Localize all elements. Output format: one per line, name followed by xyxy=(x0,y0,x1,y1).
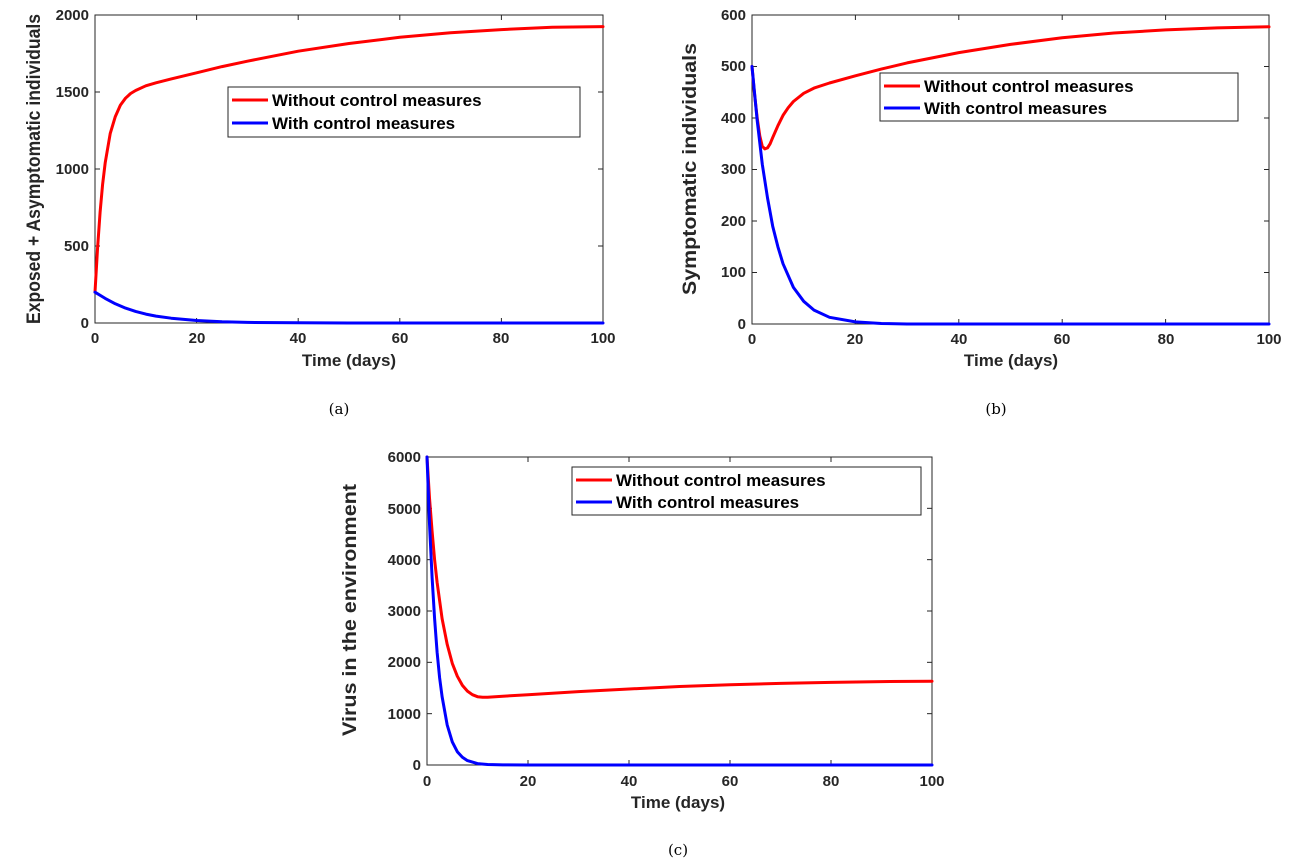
legend-label-without-control: Without control measures xyxy=(924,77,1134,96)
series-lines xyxy=(425,455,934,767)
x-tick-label: 20 xyxy=(847,331,864,348)
series-line-without-control xyxy=(425,455,934,699)
x-tick-label: 60 xyxy=(722,773,739,790)
series-line-with-control xyxy=(425,455,934,767)
panel-a: 0 500 1000 1500 2000 0 20 40 60 80 100 T… xyxy=(24,7,616,418)
series-lines xyxy=(750,25,1271,326)
legend: Without control measures With control me… xyxy=(879,72,1239,122)
y-tick-label: 1000 xyxy=(56,161,89,178)
x-tick-label: 80 xyxy=(493,330,510,347)
x-tick-label: 20 xyxy=(189,330,206,347)
y-tick-label: 1000 xyxy=(388,706,421,723)
x-tick-label: 80 xyxy=(823,773,840,790)
y-tick-label: 2000 xyxy=(56,7,89,24)
legend-box xyxy=(571,466,922,516)
y-tick-label: 0 xyxy=(413,757,421,774)
y-tick-label: 0 xyxy=(738,316,746,333)
legend: Without control measures With control me… xyxy=(227,86,581,138)
legend-label-without-control: Without control measures xyxy=(616,471,826,490)
y-axis-label: Exposed + Asymptomatic individuals xyxy=(24,14,45,324)
legend: Without control measures With control me… xyxy=(571,466,922,516)
legend-box xyxy=(227,86,581,138)
series-line-without-control xyxy=(93,25,605,294)
series-line-without-control xyxy=(750,25,1271,151)
series-line-with-control xyxy=(750,65,1271,326)
x-tick-label: 0 xyxy=(748,331,756,348)
y-tick-label: 0 xyxy=(81,315,89,332)
x-tick-label: 100 xyxy=(1256,331,1281,348)
y-tick-label: 300 xyxy=(721,161,746,178)
y-tick-label: 5000 xyxy=(388,501,421,518)
x-tick-label: 0 xyxy=(91,330,99,347)
plot-area xyxy=(94,14,604,324)
x-tick-label: 60 xyxy=(392,330,409,347)
y-tick-label: 6000 xyxy=(388,449,421,466)
y-tick-label: 100 xyxy=(721,264,746,281)
x-tick-label: 100 xyxy=(590,330,615,347)
panel-caption: (b) xyxy=(985,400,1006,418)
y-tick-label: 400 xyxy=(721,110,746,127)
y-tick-label: 200 xyxy=(721,213,746,230)
y-tick-label: 2000 xyxy=(388,654,421,671)
panel-c: 0 1000 2000 3000 4000 5000 6000 0 20 40 … xyxy=(340,449,945,859)
legend-label-without-control: Without control measures xyxy=(272,91,482,110)
x-tick-label: 20 xyxy=(520,773,537,790)
y-tick-label: 4000 xyxy=(388,552,421,569)
x-tick-label: 0 xyxy=(423,773,431,790)
panel-caption: (c) xyxy=(668,841,688,859)
legend-label-with-control: With control measures xyxy=(924,99,1107,118)
legend-box xyxy=(879,72,1239,122)
series-line-with-control xyxy=(93,290,605,325)
series-lines xyxy=(93,25,605,325)
y-tick-label: 1500 xyxy=(56,84,89,101)
y-tick-label: 500 xyxy=(721,58,746,75)
legend-label-with-control: With control measures xyxy=(616,493,799,512)
tick-marks xyxy=(751,14,1270,325)
y-tick-label: 600 xyxy=(721,7,746,24)
x-axis-label: Time (days) xyxy=(631,793,725,812)
x-tick-label: 80 xyxy=(1158,331,1175,348)
panel-caption: (a) xyxy=(329,400,350,418)
panel-b: 0 100 200 300 400 500 600 0 20 40 60 80 … xyxy=(680,7,1282,418)
y-tick-label: 3000 xyxy=(388,603,421,620)
x-tick-label: 60 xyxy=(1054,331,1071,348)
y-tick-label: 500 xyxy=(64,238,89,255)
y-axis-label: Virus in the environment xyxy=(340,483,361,736)
x-tick-label: 40 xyxy=(290,330,307,347)
x-axis-label: Time (days) xyxy=(302,351,396,370)
x-axis-label: Time (days) xyxy=(964,351,1058,370)
plot-area xyxy=(751,14,1270,325)
legend-label-with-control: With control measures xyxy=(272,114,455,133)
x-tick-label: 40 xyxy=(621,773,638,790)
y-axis-label: Symptomatic individuals xyxy=(680,43,701,295)
x-tick-label: 100 xyxy=(919,773,944,790)
x-tick-label: 40 xyxy=(951,331,968,348)
